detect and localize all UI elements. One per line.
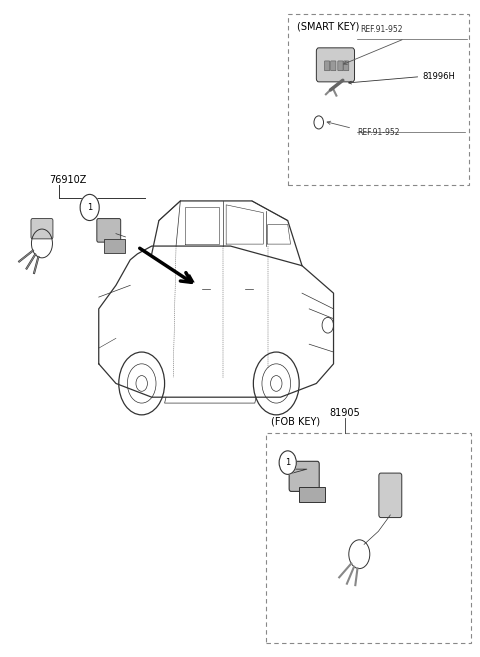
Circle shape [279, 451, 296, 474]
Text: 81905: 81905 [330, 408, 360, 418]
FancyBboxPatch shape [316, 48, 355, 82]
FancyBboxPatch shape [338, 61, 343, 71]
Text: 1: 1 [285, 458, 290, 467]
Circle shape [80, 194, 99, 221]
Text: 76910Z: 76910Z [49, 175, 86, 185]
Text: (SMART KEY): (SMART KEY) [297, 21, 360, 31]
FancyBboxPatch shape [379, 473, 402, 518]
Text: REF.91-952: REF.91-952 [358, 127, 400, 137]
Text: 1: 1 [87, 203, 92, 212]
FancyBboxPatch shape [344, 61, 349, 71]
FancyBboxPatch shape [324, 61, 330, 71]
FancyBboxPatch shape [97, 219, 120, 242]
Text: 81996H: 81996H [422, 72, 455, 81]
FancyBboxPatch shape [331, 61, 336, 71]
Text: REF.91-952: REF.91-952 [360, 25, 402, 34]
FancyBboxPatch shape [104, 239, 125, 253]
Text: (FOB KEY): (FOB KEY) [271, 417, 320, 426]
FancyBboxPatch shape [31, 219, 53, 239]
FancyBboxPatch shape [299, 487, 325, 502]
FancyBboxPatch shape [289, 461, 319, 491]
